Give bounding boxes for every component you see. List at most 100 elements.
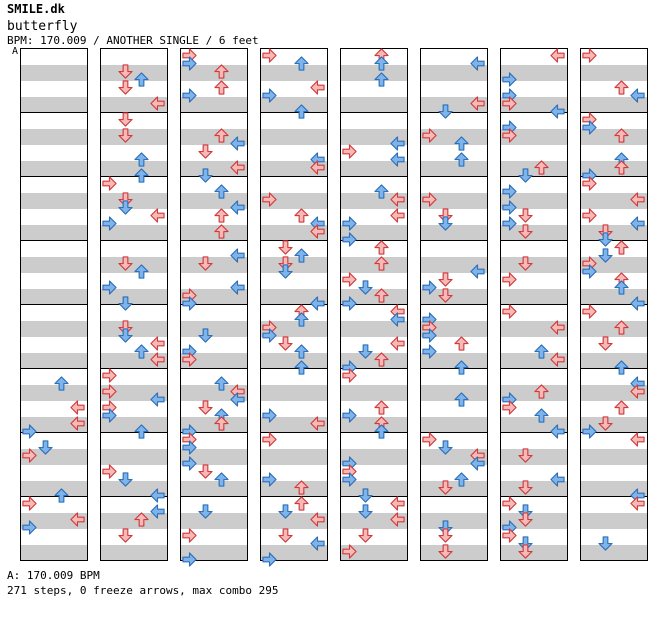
arrow-down-icon: [438, 104, 453, 119]
arrow-down-icon: [598, 248, 613, 263]
arrow-up-icon: [294, 104, 309, 119]
measure: [20, 304, 88, 369]
measure: [100, 240, 168, 305]
arrow-down-icon: [438, 528, 453, 543]
arrow-down-icon: [358, 344, 373, 359]
arrow-left-icon: [502, 184, 517, 199]
arrow-down-icon: [278, 256, 293, 271]
arrow-down-icon: [518, 168, 533, 183]
arrow-down-icon: [518, 512, 533, 527]
measure: [420, 176, 488, 241]
arrow-right-icon: [310, 536, 325, 551]
arrow-left-icon: [422, 280, 437, 295]
arrow-right-icon: [310, 296, 325, 311]
arrow-up-icon: [214, 208, 229, 223]
arrow-up-icon: [214, 416, 229, 431]
arrow-down-icon: [198, 144, 213, 159]
arrow-left-icon: [262, 88, 277, 103]
arrow-left-icon: [502, 496, 517, 511]
arrow-left-icon: [182, 552, 197, 567]
bpm-legend: A: 170.009 BPM: [7, 569, 100, 582]
arrow-left-icon: [342, 296, 357, 311]
arrow-down-icon: [438, 272, 453, 287]
arrow-up-icon: [134, 424, 149, 439]
arrow-down-icon: [518, 208, 533, 223]
arrow-left-icon: [582, 304, 597, 319]
measure: [500, 240, 568, 305]
arrow-up-icon: [454, 360, 469, 375]
arrow-down-icon: [598, 536, 613, 551]
site-title: SMILE.dk: [7, 2, 65, 16]
arrow-up-icon: [374, 400, 389, 415]
measure: [20, 176, 88, 241]
arrow-left-icon: [502, 272, 517, 287]
arrow-left-icon: [102, 464, 117, 479]
arrow-right-icon: [230, 248, 245, 263]
arrow-down-icon: [598, 416, 613, 431]
song-title: butterfly: [7, 19, 78, 34]
arrow-down-icon: [198, 504, 213, 519]
measure: [500, 432, 568, 497]
arrow-right-icon: [550, 104, 565, 119]
arrow-left-icon: [182, 296, 197, 311]
measure: [180, 368, 248, 433]
arrow-left-icon: [502, 400, 517, 415]
arrow-up-icon: [214, 64, 229, 79]
arrow-down-icon: [278, 528, 293, 543]
arrow-left-icon: [342, 144, 357, 159]
arrow-up-icon: [534, 344, 549, 359]
arrow-up-icon: [134, 72, 149, 87]
arrow-right-icon: [390, 512, 405, 527]
arrow-left-icon: [502, 96, 517, 111]
arrow-up-icon: [54, 376, 69, 391]
arrow-right-icon: [390, 208, 405, 223]
arrow-left-icon: [262, 552, 277, 567]
arrow-up-icon: [614, 360, 629, 375]
arrow-right-icon: [230, 392, 245, 407]
measure: [20, 112, 88, 177]
arrow-down-icon: [358, 504, 373, 519]
arrow-right-icon: [550, 472, 565, 487]
arrow-right-icon: [230, 136, 245, 151]
arrow-down-icon: [198, 256, 213, 271]
arrow-right-icon: [390, 496, 405, 511]
arrow-left-icon: [342, 232, 357, 247]
arrow-left-icon: [582, 48, 597, 63]
arrow-down-icon: [358, 528, 373, 543]
arrow-down-icon: [118, 112, 133, 127]
arrow-left-icon: [342, 272, 357, 287]
arrow-left-icon: [502, 72, 517, 87]
arrow-down-icon: [518, 224, 533, 239]
arrow-right-icon: [390, 136, 405, 151]
arrow-left-icon: [582, 264, 597, 279]
measure: [20, 48, 88, 113]
arrow-right-icon: [550, 352, 565, 367]
arrow-down-icon: [438, 520, 453, 535]
arrow-up-icon: [214, 224, 229, 239]
arrow-right-icon: [150, 352, 165, 367]
arrow-right-icon: [470, 456, 485, 471]
arrow-up-icon: [614, 280, 629, 295]
arrow-up-icon: [374, 352, 389, 367]
arrow-left-icon: [102, 176, 117, 191]
arrow-down-icon: [518, 504, 533, 519]
arrow-left-icon: [422, 328, 437, 343]
arrow-up-icon: [294, 56, 309, 71]
arrow-right-icon: [630, 216, 645, 231]
arrow-left-icon: [22, 448, 37, 463]
arrow-up-icon: [214, 472, 229, 487]
arrow-down-icon: [118, 472, 133, 487]
arrow-up-icon: [294, 360, 309, 375]
arrow-up-icon: [294, 496, 309, 511]
arrow-right-icon: [630, 496, 645, 511]
arrow-left-icon: [582, 120, 597, 135]
arrow-right-icon: [310, 512, 325, 527]
arrow-right-icon: [310, 416, 325, 431]
arrow-down-icon: [118, 200, 133, 215]
arrow-up-icon: [374, 56, 389, 71]
arrow-left-icon: [102, 368, 117, 383]
arrow-down-icon: [118, 64, 133, 79]
arrow-right-icon: [630, 192, 645, 207]
arrow-up-icon: [294, 248, 309, 263]
arrow-left-icon: [102, 280, 117, 295]
